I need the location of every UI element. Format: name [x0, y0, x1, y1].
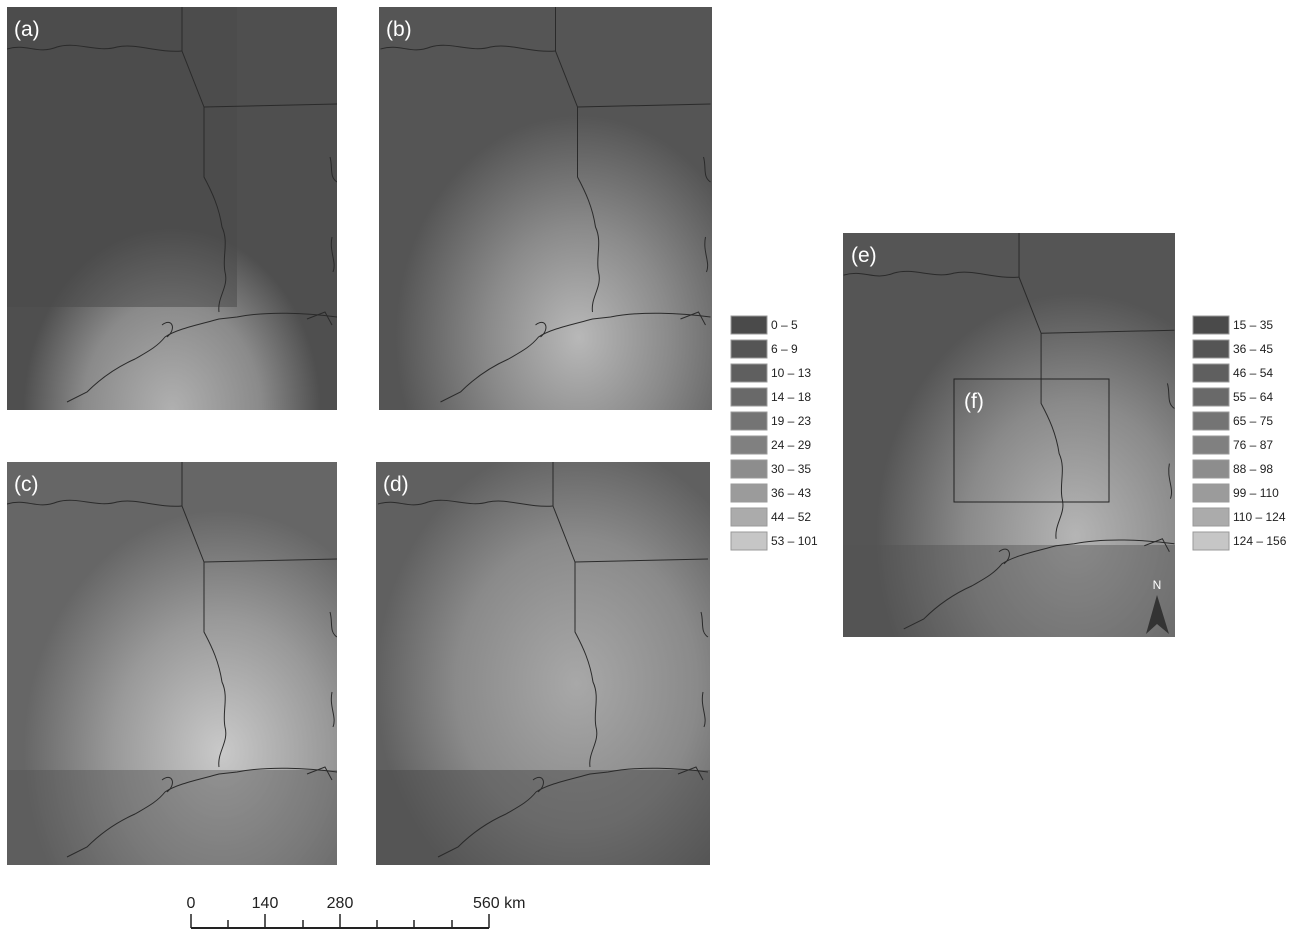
scale-label: 560 km — [473, 895, 525, 912]
legend-label: 10 – 13 — [771, 366, 811, 380]
legend-swatch — [1193, 340, 1229, 358]
map-panel: (b) — [379, 7, 712, 410]
map-panel: (c) — [7, 462, 337, 865]
legend-label: 30 – 35 — [771, 462, 811, 476]
legend-label: 6 – 9 — [771, 342, 798, 356]
legend-swatch — [1193, 460, 1229, 478]
panel-label: (e) — [851, 244, 877, 267]
legend-label: 53 – 101 — [771, 534, 818, 548]
legend-swatch — [1193, 436, 1229, 454]
legend-swatch — [1193, 532, 1229, 550]
legend-swatch — [1193, 412, 1229, 430]
legend-label: 15 – 35 — [1233, 318, 1273, 332]
legend-label: 0 – 5 — [771, 318, 798, 332]
scale-label: 280 — [327, 895, 354, 912]
panel-label: (d) — [383, 473, 409, 496]
legend-swatch — [731, 364, 767, 382]
map-panel: (d) — [376, 462, 710, 865]
legend-label: 44 – 52 — [771, 510, 811, 524]
panel-label: (b) — [386, 18, 412, 41]
legend-swatch — [1193, 316, 1229, 334]
legend-swatch — [1193, 508, 1229, 526]
panel-label: (c) — [14, 473, 39, 496]
legend-label: 110 – 124 — [1233, 510, 1286, 524]
figure: (a) (b) (c) (d) (e) (f) N 0 140 280 560 … — [0, 0, 1299, 930]
legend-label: 88 – 98 — [1233, 462, 1273, 476]
map-panel: (a) — [7, 7, 337, 410]
legend-swatch — [731, 460, 767, 478]
legend-swatch — [731, 388, 767, 406]
legend-swatch — [731, 532, 767, 550]
legend-label: 36 – 45 — [1233, 342, 1273, 356]
panel-label: (a) — [14, 18, 40, 41]
legend-label: 55 – 64 — [1233, 390, 1273, 404]
legend-label: 46 – 54 — [1233, 366, 1273, 380]
legend-swatch — [731, 316, 767, 334]
legend-label: 24 – 29 — [771, 438, 811, 452]
legend-label: 65 – 75 — [1233, 414, 1273, 428]
legend-swatch — [731, 436, 767, 454]
legend-label: 36 – 43 — [771, 486, 811, 500]
legend-swatch — [731, 340, 767, 358]
legend-label: 99 – 110 — [1233, 486, 1279, 500]
north-label: N — [1153, 578, 1162, 592]
map-panel: (e) (f) N — [843, 233, 1175, 637]
scale-label: 0 — [187, 895, 196, 912]
legend-swatch — [731, 484, 767, 502]
legend-label: 76 – 87 — [1233, 438, 1273, 452]
legend-swatch — [1193, 364, 1229, 382]
legend-label: 14 – 18 — [771, 390, 811, 404]
legend-label: 19 – 23 — [771, 414, 811, 428]
scale-label: 140 — [252, 895, 279, 912]
legend-swatch — [731, 412, 767, 430]
legend-swatch — [1193, 388, 1229, 406]
scale-bar: 0 140 280 560 km — [187, 895, 526, 928]
legend-swatch — [1193, 484, 1229, 502]
legend-swatch — [731, 508, 767, 526]
legend-label: 124 – 156 — [1233, 534, 1287, 548]
inset-label: (f) — [964, 390, 984, 413]
